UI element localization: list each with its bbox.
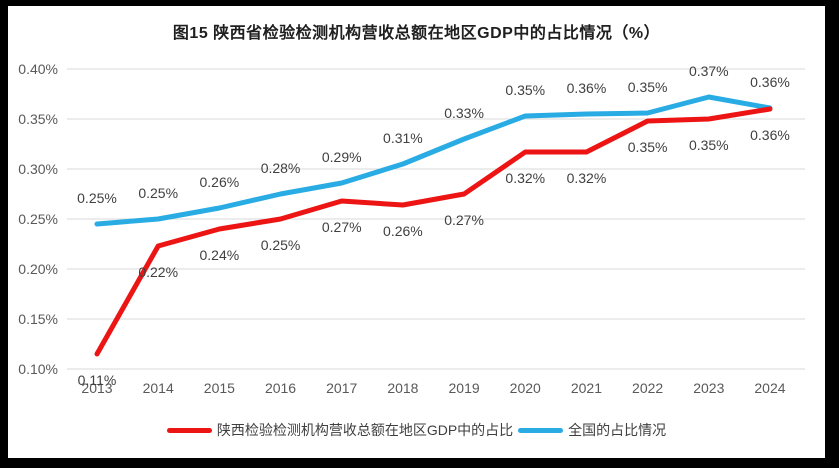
series-line-shaanxi bbox=[94, 106, 773, 357]
y-axis-tick-label: 0.35% bbox=[18, 111, 58, 127]
x-axis-tick-label: 2015 bbox=[204, 380, 235, 396]
data-label-national: 0.36% bbox=[567, 80, 607, 96]
legend-label-shaanxi: 陕西检验检测机构营收总额在地区GDP中的占比 bbox=[216, 422, 514, 438]
data-label-national: 0.35% bbox=[628, 79, 668, 95]
x-axis-tick-label: 2014 bbox=[143, 380, 174, 396]
x-axis-tick-label: 2013 bbox=[81, 380, 112, 396]
data-label-national: 0.33% bbox=[444, 105, 484, 121]
data-label-shaanxi: 0.32% bbox=[567, 170, 607, 186]
x-axis-tick-label: 2017 bbox=[326, 380, 357, 396]
x-axis-tick-label: 2021 bbox=[571, 380, 602, 396]
data-label-national: 0.35% bbox=[505, 82, 545, 98]
data-label-shaanxi: 0.35% bbox=[689, 137, 729, 153]
data-label-national: 0.37% bbox=[689, 63, 729, 79]
x-axis-tick-label: 2018 bbox=[387, 380, 418, 396]
x-axis-tick-label: 2020 bbox=[510, 380, 541, 396]
data-label-national: 0.28% bbox=[261, 160, 301, 176]
y-axis-tick-label: 0.30% bbox=[18, 161, 58, 177]
x-axis-tick-label: 2023 bbox=[693, 380, 724, 396]
data-label-shaanxi: 0.26% bbox=[383, 223, 423, 239]
data-label-national: 0.29% bbox=[322, 149, 362, 165]
data-label-shaanxi: 0.11% bbox=[78, 372, 117, 388]
x-axis-tick-label: 2019 bbox=[449, 380, 480, 396]
x-axis-tick-label: 2024 bbox=[754, 380, 785, 396]
x-axis-tick-label: 2016 bbox=[265, 380, 296, 396]
chart-legend: 陕西检验检测机构营收总额在地区GDP中的占比 全国的占比情况 bbox=[8, 420, 825, 440]
data-label-national: 0.25% bbox=[138, 185, 178, 201]
legend-label-national: 全国的占比情况 bbox=[568, 422, 667, 438]
legend-line-swatch-national bbox=[518, 427, 564, 433]
line-chart-plot-area: 0.40% 0.35% 0.30% 0.25% 0.20% 0.15% 0.10% 2013 2… bbox=[18, 61, 805, 396]
data-label-shaanxi: 0.25% bbox=[261, 237, 301, 253]
y-axis-tick-label: 0.15% bbox=[18, 311, 58, 327]
data-label-national: 0.36% bbox=[750, 74, 790, 90]
legend-line-swatch-shaanxi bbox=[166, 427, 212, 433]
chart-title: 图15 陕西省检验检测机构营收总额在地区GDP中的占比情况（%） bbox=[172, 25, 661, 42]
data-label-national: 0.26% bbox=[200, 174, 240, 190]
data-label-national: 0.25% bbox=[77, 190, 117, 206]
data-label-shaanxi: 0.22% bbox=[138, 264, 178, 280]
data-label-shaanxi: 0.27% bbox=[444, 212, 484, 228]
data-label-shaanxi: 0.32% bbox=[505, 170, 545, 186]
chart-card: 图15 陕西省检验检测机构营收总额在地区GDP中的占比情况（%） 0.40% 0.… bbox=[8, 6, 825, 458]
data-label-shaanxi: 0.27% bbox=[322, 219, 362, 235]
data-label-national: 0.31% bbox=[383, 130, 423, 146]
data-label-shaanxi: 0.24% bbox=[200, 247, 240, 263]
y-axis-tick-label: 0.20% bbox=[18, 261, 58, 277]
y-axis-tick-label: 0.25% bbox=[18, 211, 58, 227]
x-axis-tick-label: 2022 bbox=[632, 380, 663, 396]
y-axis-tick-label: 0.10% bbox=[18, 361, 58, 377]
data-label-shaanxi: 0.35% bbox=[628, 139, 668, 155]
series-line-national bbox=[94, 94, 773, 227]
y-axis-tick-label: 0.40% bbox=[18, 61, 58, 77]
data-label-shaanxi: 0.36% bbox=[750, 127, 790, 143]
